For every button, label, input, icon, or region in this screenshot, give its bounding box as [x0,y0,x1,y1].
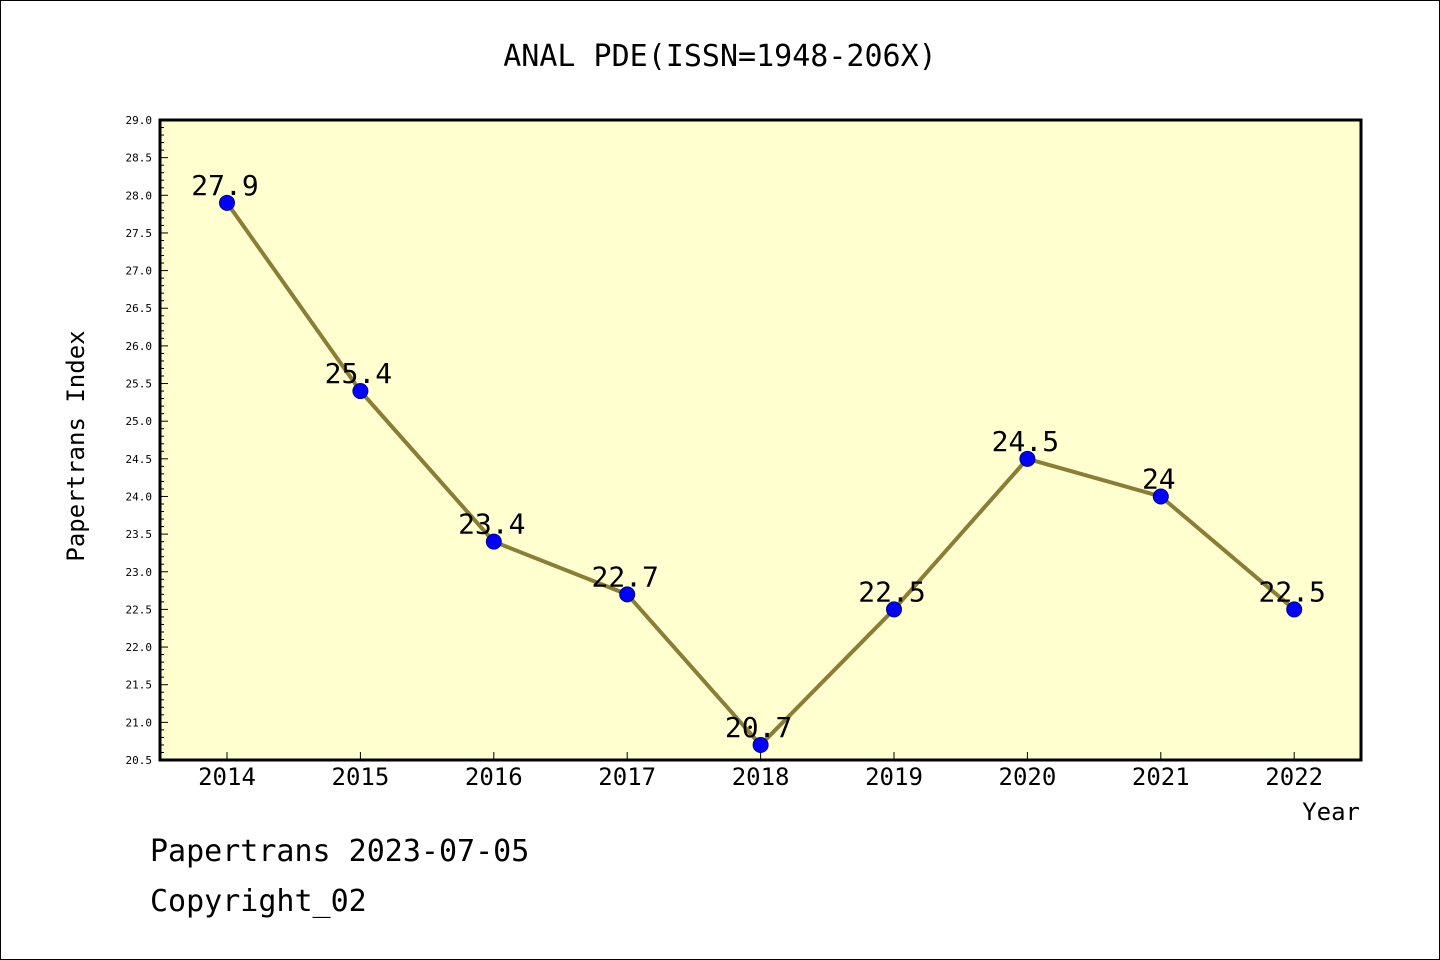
x-tick-label: 2018 [732,763,790,791]
x-tick-label: 2017 [598,763,656,791]
data-label: 23.4 [458,508,525,541]
y-tick-label: 27.0 [126,265,153,278]
data-point [886,601,902,618]
y-tick-label: 28.0 [126,189,153,202]
data-point [619,586,636,603]
y-axis-ticks: 20.5 21.0 21.5 22.0 22.5 23.0 23.5 24.0 24.5 25.0… [126,114,168,767]
y-tick-label: 25.0 [126,415,153,428]
series-layer [219,194,1303,753]
data-point [1152,488,1169,505]
data-label: 25.4 [325,357,392,390]
y-tick-label: 28.5 [126,152,153,165]
data-point [1286,601,1303,618]
x-tick-label: 2022 [1265,763,1323,791]
data-label: 27.9 [191,169,258,202]
x-tick-label: 2015 [332,763,390,791]
y-tick-label: 24.5 [126,453,153,466]
footer-copyright: Copyright_02 [150,884,367,919]
y-tick-label: 29.0 [126,114,153,127]
data-label: 22.7 [591,560,658,593]
data-point [352,383,369,400]
y-axis-label: Papertrans Index [62,330,90,561]
x-tick-label: 2021 [1132,763,1190,791]
plot-area [160,120,1361,760]
data-label: 22.5 [1258,575,1325,608]
data-label: 20.7 [725,711,792,744]
x-tick-label: 2019 [865,763,923,791]
y-tick-label: 23.5 [126,528,153,541]
data-label: 22.5 [858,575,925,608]
data-point [485,533,502,550]
footer-date: Papertrans 2023-07-05 [150,834,530,869]
y-tick-label: 25.5 [126,378,153,391]
y-tick-label: 22.5 [126,603,153,616]
y-tick-label: 26.0 [126,340,153,353]
x-axis-label: Year [1302,798,1360,826]
data-point [1019,450,1036,467]
data-point [219,194,235,211]
x-tick-label: 2016 [465,763,523,791]
data-labels: 27.9 25.4 23.4 22.7 20.7 22.5 24.5 24 22.5 [191,169,1326,744]
y-tick-label: 26.5 [126,302,153,315]
plot-border [158,118,1363,762]
chart-title: ANAL PDE(ISSN=1948-206X) [503,39,936,74]
x-axis-ticks: 2014 2015 2016 2017 2018 2019 2020 2021 2022 [198,752,1323,791]
y-tick-label: 20.5 [126,754,153,767]
y-tick-label: 21.0 [126,716,153,729]
data-label: 24.5 [992,425,1059,458]
y-tick-label: 21.5 [126,679,153,692]
y-tick-label: 22.0 [126,641,153,654]
x-tick-label: 2020 [999,763,1057,791]
x-tick-label: 2014 [198,763,256,791]
data-label: 24 [1142,462,1176,495]
data-point [752,736,769,753]
y-tick-label: 23.0 [126,566,153,579]
y-tick-label: 24.0 [126,490,153,503]
y-tick-label: 27.5 [126,227,153,240]
